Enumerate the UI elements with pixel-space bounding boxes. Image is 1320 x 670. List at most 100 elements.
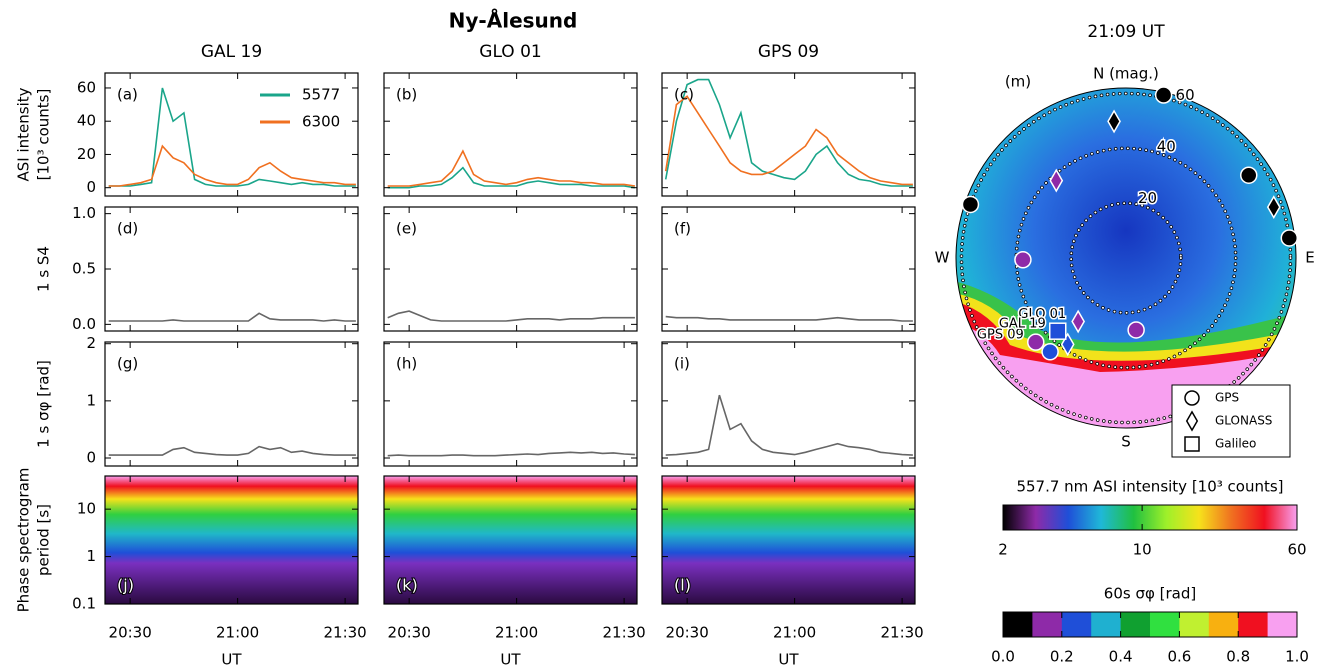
spectrogram (105, 476, 358, 604)
y-tick-label: 40 (77, 112, 96, 130)
legend-label: GPS (1215, 391, 1239, 405)
y-tick-label: 0.5 (72, 260, 96, 278)
satellite-marker (1014, 251, 1032, 269)
panel-letter: (f) (674, 220, 691, 238)
y-tick-label: 0 (86, 449, 96, 467)
panel-bg (662, 73, 915, 196)
colorbar-segment (1267, 612, 1298, 637)
satellite-marker (1041, 343, 1059, 361)
series-line (665, 315, 913, 322)
satellite-label: GPS 09 (977, 328, 1024, 343)
colorbar-tick-label: 60 (1287, 541, 1306, 559)
direction-label: E (1305, 249, 1314, 267)
colorbar-tick-label: 1.0 (1285, 648, 1309, 666)
x-tick-label: 20:30 (109, 624, 152, 642)
legend-marker (1184, 390, 1200, 406)
colorbar-segment (1032, 612, 1063, 637)
colorbar-tick-label: 0.4 (1109, 648, 1133, 666)
y-tick-label: 0.1 (72, 595, 96, 613)
panel-letter: (g) (117, 355, 138, 373)
x-tick-label: 21:30 (602, 624, 645, 642)
series-line (387, 149, 636, 187)
spectrogram (384, 476, 637, 604)
panel-bg (105, 73, 358, 196)
satellite-marker (1071, 309, 1086, 334)
series-line (108, 445, 356, 456)
series-line (108, 144, 356, 187)
column-title: GAL 19 (201, 42, 262, 62)
panel-bg (105, 342, 358, 466)
satellite-marker (1266, 195, 1281, 220)
ring-label: 60 (1176, 86, 1195, 104)
colorbar-tick-label: 10 (1133, 541, 1152, 559)
x-tick-label: 20:30 (666, 624, 709, 642)
legend-label: 5577 (302, 86, 340, 104)
panel-frame (104, 72, 359, 197)
panel-frame (661, 72, 916, 197)
series-line (387, 166, 636, 189)
column-title: GLO 01 (479, 42, 541, 62)
y-tick-label: 20 (77, 145, 96, 163)
y-tick-label: 10 (77, 500, 96, 518)
panel-frame (383, 72, 638, 197)
ring-label: 20 (1138, 189, 1157, 207)
series-line (664, 95, 913, 186)
y-axis-label: ASI intensity (15, 87, 33, 181)
panel-letter: (k) (396, 576, 418, 595)
spectrogram (662, 476, 915, 604)
x-tick-label: 21:00 (495, 624, 538, 642)
panel-letter: (a) (117, 86, 138, 104)
panel-bg (384, 342, 637, 466)
x-tick-label: 21:00 (216, 624, 259, 642)
panel-frame (383, 475, 638, 605)
series-line (387, 451, 635, 457)
satellite-marker (1060, 332, 1075, 357)
satellite-marker (1107, 109, 1121, 134)
colorbar-tick-label: 2 (998, 541, 1008, 559)
panel-letter: (b) (396, 86, 417, 104)
x-axis-label: UT (500, 651, 521, 669)
panel-bg (384, 207, 637, 331)
ring-label: 40 (1157, 138, 1176, 156)
satellite-marker (1127, 321, 1145, 339)
panel-frame (661, 341, 916, 467)
panel-letter: (h) (396, 355, 417, 373)
y-tick-label: 60 (77, 78, 96, 96)
panel-letter: (l) (674, 576, 691, 595)
y-axis-label: 1 s S4 (35, 246, 53, 292)
series-line (108, 87, 356, 187)
x-tick-label: 21:30 (323, 624, 366, 642)
legend-label: GLONASS (1215, 414, 1272, 428)
legend-marker (1185, 410, 1199, 432)
zenith-ring (1070, 202, 1182, 314)
x-tick-label: 21:00 (773, 624, 816, 642)
panel-bg (105, 207, 358, 331)
legend-label: 6300 (302, 113, 340, 131)
panel-letter: (e) (396, 220, 417, 238)
colorbar-tick-label: 0.0 (991, 648, 1015, 666)
column-title: GPS 09 (758, 42, 819, 62)
figure-title: Ny-Ålesund (449, 9, 578, 33)
colorbar-segment (1208, 612, 1239, 637)
series-line (387, 310, 635, 322)
colorbar-segment (1003, 612, 1033, 637)
y-axis-label: [10³ counts] (35, 89, 53, 181)
y-tick-label: 2 (86, 334, 96, 352)
satellite-marker (961, 195, 980, 214)
panel-frame (661, 475, 916, 605)
satellite-marker (1154, 86, 1173, 104)
x-axis-label: UT (778, 651, 799, 669)
skymap-time: 21:09 UT (1087, 22, 1165, 42)
panel-bg (384, 73, 637, 196)
satellite-marker (1027, 333, 1045, 351)
y-tick-label: 1 (86, 547, 96, 565)
panel-bg (662, 342, 915, 466)
x-axis-label: UT (221, 651, 242, 669)
colorbar-tick-label: 0.6 (1167, 648, 1191, 666)
colorbar-title: 60s σφ [rad] (1104, 585, 1196, 603)
panel-frame (383, 341, 638, 467)
colorbar-segment (1238, 612, 1269, 637)
colorbar-segment (1179, 612, 1210, 637)
panel-letter: (i) (674, 355, 690, 373)
colorbar-segment (1150, 612, 1180, 637)
